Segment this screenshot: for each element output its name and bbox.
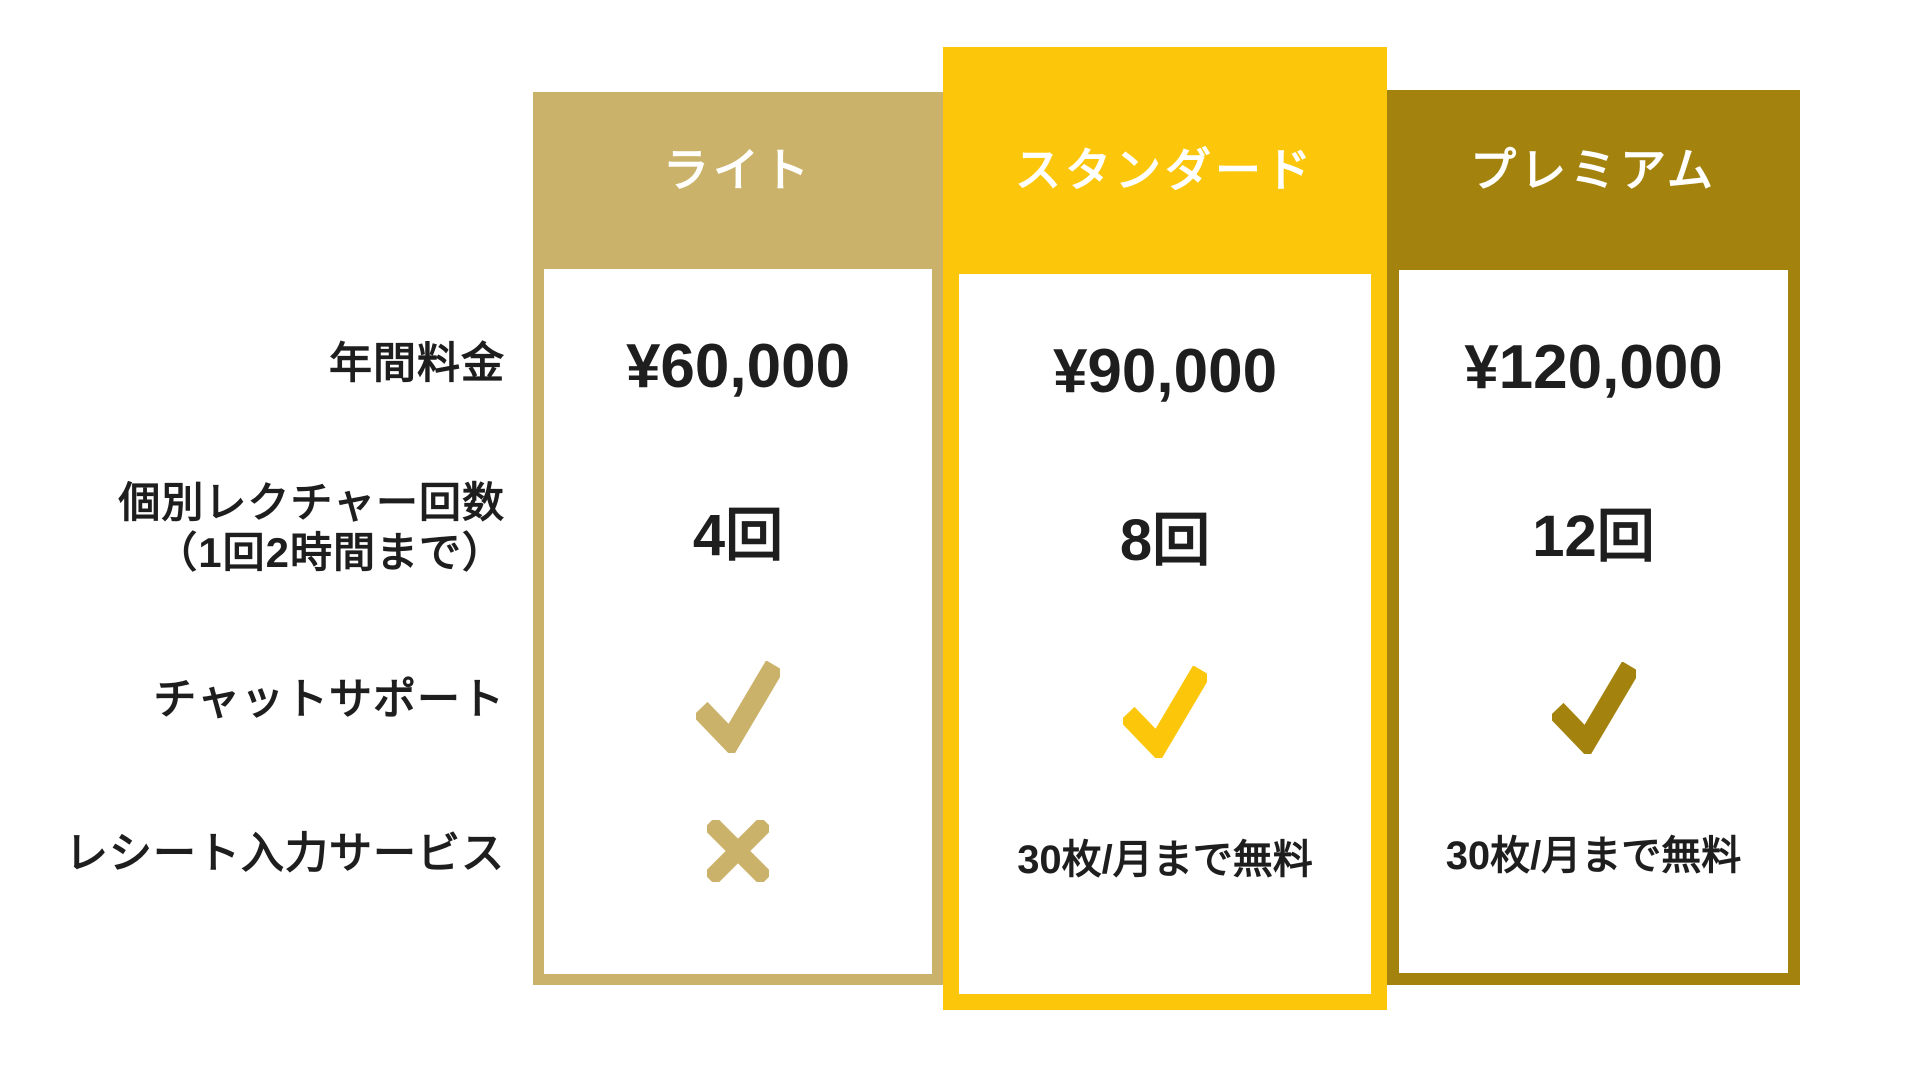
row-label-lecture-count-line2: （1回2時間まで） (155, 529, 505, 576)
plan-body-premium: ¥120,000 12回 30枚/月まで無料 (1387, 258, 1800, 985)
cell-premium-chat-support (1399, 658, 1788, 758)
plan-header-premium: プレミアム (1387, 90, 1800, 258)
cross-icon (707, 820, 769, 882)
plan-header-standard: スタンダード (943, 47, 1387, 258)
row-label-chat-support: チャットサポート (153, 676, 505, 725)
plan-body-standard: ¥90,000 8回 30枚/月まで無料 (943, 258, 1387, 1010)
cell-standard-annual-fee: ¥90,000 (1052, 336, 1278, 406)
plan-name-premium: プレミアム (1470, 144, 1717, 196)
plan-header-lite: ライト (533, 92, 943, 258)
cell-standard-receipt-service: 30枚/月まで無料 (1017, 838, 1313, 882)
row-label-receipt-service: レシート入力サービス (65, 830, 505, 879)
check-icon (1551, 662, 1636, 754)
cell-premium-annual-fee: ¥120,000 (1464, 332, 1723, 402)
check-icon (696, 661, 780, 753)
row-label-column: 年間料金 個別レクチャー回数 （1回2時間まで） チャットサポート レシート入力… (0, 0, 505, 1080)
cell-standard-lecture-count: 8回 (1119, 508, 1211, 573)
plan-body-lite: ¥60,000 4回 (533, 258, 943, 985)
plan-column-premium: プレミアム ¥120,000 12回 30枚/月まで無料 (1387, 90, 1800, 985)
check-icon (1123, 666, 1207, 758)
plan-column-standard: スタンダード ¥90,000 8回 30枚/月まで無料 (943, 47, 1387, 1010)
cell-lite-lecture-count: 4回 (692, 503, 784, 568)
cell-standard-chat-support (959, 662, 1371, 762)
cell-lite-annual-fee: ¥60,000 (625, 331, 851, 401)
row-label-lecture-count: 個別レクチャー回数 （1回2時間まで） (0, 477, 505, 579)
cell-premium-receipt-service: 30枚/月まで無料 (1445, 834, 1742, 878)
row-label-lecture-count-line1: 個別レクチャー回数 (118, 478, 505, 526)
cell-lite-chat-support (544, 657, 932, 757)
cell-lite-receipt-service (544, 801, 932, 901)
plan-name-lite: ライト (663, 144, 813, 196)
plan-name-standard: スタンダード (1015, 144, 1315, 196)
row-label-annual-fee: 年間料金 (329, 340, 505, 389)
cell-premium-lecture-count: 12回 (1532, 504, 1655, 569)
plan-column-lite: ライト ¥60,000 4回 (533, 92, 943, 985)
